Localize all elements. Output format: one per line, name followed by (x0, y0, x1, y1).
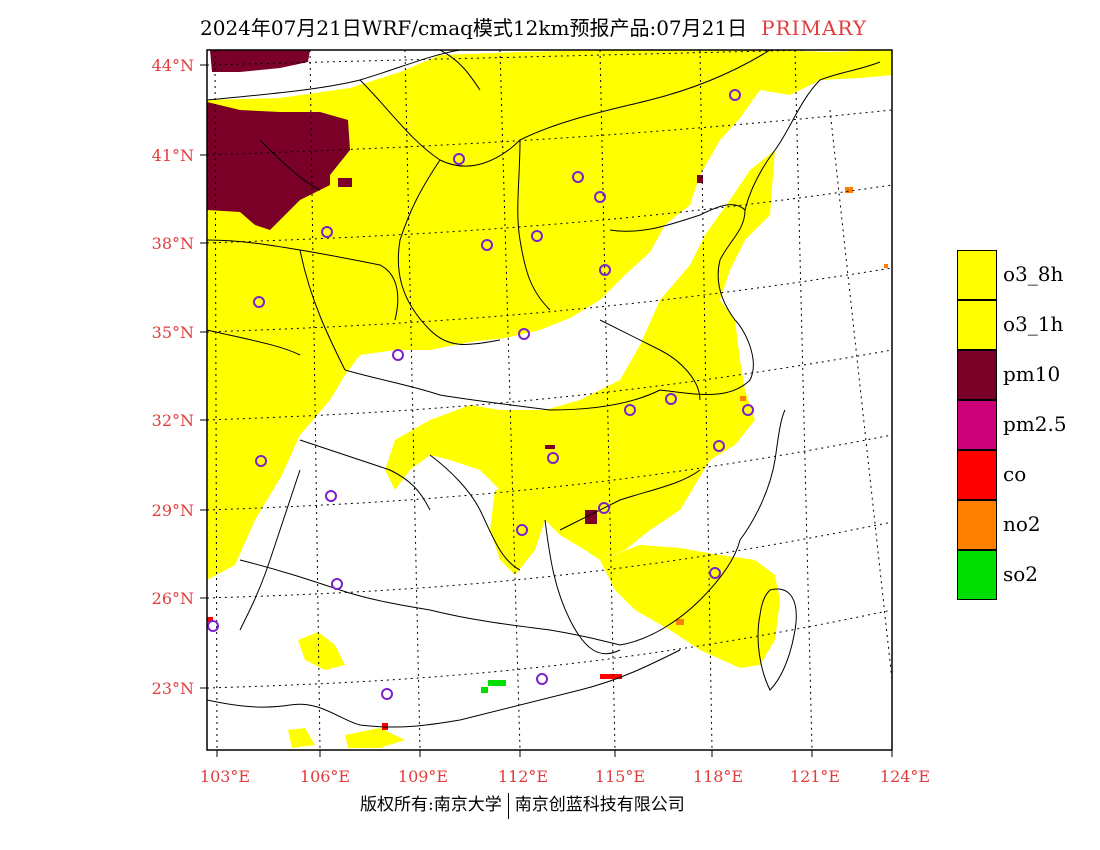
axis-ticks (200, 64, 893, 757)
station-marker (518, 328, 530, 340)
map-title-tag: PRIMARY (761, 16, 868, 40)
legend-swatch (957, 250, 997, 300)
station-marker (536, 673, 548, 685)
station-marker (624, 404, 636, 416)
o3-region-west (207, 300, 300, 575)
lat-label: 38°N (152, 234, 194, 253)
city-markers (207, 89, 754, 700)
o3-region-north (207, 50, 892, 580)
o3-region-east (385, 150, 775, 560)
pm10-patch-hebei (697, 175, 703, 183)
co-spot-yunnan (207, 617, 213, 622)
lon-label: 103°E (200, 767, 250, 786)
lon-label: 115°E (595, 767, 645, 786)
map-title-main: 2024年07月21日WRF/cmaq模式12km预报产品:07月21日 (200, 16, 748, 40)
o3-patch-hubei (460, 410, 545, 445)
station-marker (599, 264, 611, 276)
station-marker (665, 393, 677, 405)
no2-spot-shanghai (740, 396, 746, 401)
pm10-region-north-top (210, 50, 310, 72)
station-marker (742, 404, 754, 416)
pm10-patch-hubei (545, 445, 555, 449)
lon-label: 109°E (398, 767, 448, 786)
legend-label: pm10 (1003, 362, 1061, 386)
copyright-company: 南京创蓝科技有限公司 (514, 795, 685, 815)
station-marker (481, 239, 493, 251)
lat-label: 23°N (152, 679, 194, 698)
boundaries (207, 50, 881, 728)
map-title: 2024年07月21日WRF/cmaq模式12km预报产品:07月21日 PRIM… (200, 12, 867, 41)
station-marker (325, 490, 337, 502)
legend-label: so2 (1003, 562, 1039, 586)
legend-label: co (1003, 462, 1027, 486)
legend-label: pm2.5 (1003, 412, 1067, 436)
lat-label: 41°N (152, 146, 194, 165)
map-frame (206, 49, 893, 751)
legend-label: no2 (1003, 512, 1041, 536)
no2-spot-yellow-sea (845, 187, 853, 193)
legend-swatch (957, 550, 997, 600)
legend-swatch (957, 300, 997, 350)
lon-label: 106°E (300, 767, 350, 786)
lon-label: 112°E (498, 767, 548, 786)
station-marker (572, 171, 584, 183)
o3-patch-guangxi (298, 632, 345, 670)
so2-spot-guangdong-b (481, 687, 488, 693)
station-marker (594, 191, 606, 203)
graticule (207, 50, 892, 750)
lon-label: 121°E (790, 767, 840, 786)
station-marker (392, 349, 404, 361)
station-marker (207, 620, 219, 632)
lat-label: 32°N (152, 411, 194, 430)
copyright-owner: 版权所有:南京大学 (360, 795, 502, 815)
no2-spot-far-east (884, 264, 888, 268)
o3-patch-coast (288, 728, 315, 748)
station-marker (453, 153, 465, 165)
station-marker (255, 455, 267, 467)
lat-label: 26°N (152, 589, 194, 608)
legend-label: o3_8h (1003, 262, 1064, 286)
pm10-patch-inner (338, 178, 352, 187)
legend-swatch (957, 400, 997, 450)
lon-label: 118°E (693, 767, 743, 786)
lat-label: 29°N (152, 501, 194, 520)
legend-swatch (957, 450, 997, 500)
copyright-footer: 版权所有:南京大学 南京创蓝科技有限公司 (360, 790, 685, 819)
o3-region-southeast (600, 545, 780, 668)
no2-spot-fujian (676, 619, 684, 625)
legend-swatch (957, 500, 997, 550)
legend-label: o3_1h (1003, 312, 1064, 336)
station-marker (709, 567, 721, 579)
o3-patch-hainan (345, 728, 405, 748)
lon-label: 124°E (880, 767, 930, 786)
map-area (207, 50, 892, 750)
station-marker (547, 452, 559, 464)
station-marker (381, 688, 393, 700)
station-marker (531, 230, 543, 242)
lat-labels: 44°N 41°N 38°N 35°N 32°N 29°N 26°N 23°N (152, 56, 194, 698)
station-marker (331, 578, 343, 590)
footer-divider (507, 792, 509, 819)
co-spot-guangdong (600, 674, 622, 679)
legend-swatch (957, 350, 997, 400)
lat-label: 44°N (152, 56, 194, 75)
station-marker (253, 296, 265, 308)
station-marker (729, 89, 741, 101)
station-marker (321, 226, 333, 238)
lon-labels: 103°E 106°E 109°E 112°E 115°E 118°E 121°… (200, 767, 930, 786)
station-marker (598, 502, 610, 514)
station-marker (713, 440, 725, 452)
lat-label: 35°N (152, 323, 194, 342)
pm10-region-northwest (207, 102, 350, 230)
so2-spot-guangdong-a (488, 680, 506, 686)
station-marker (516, 524, 528, 536)
